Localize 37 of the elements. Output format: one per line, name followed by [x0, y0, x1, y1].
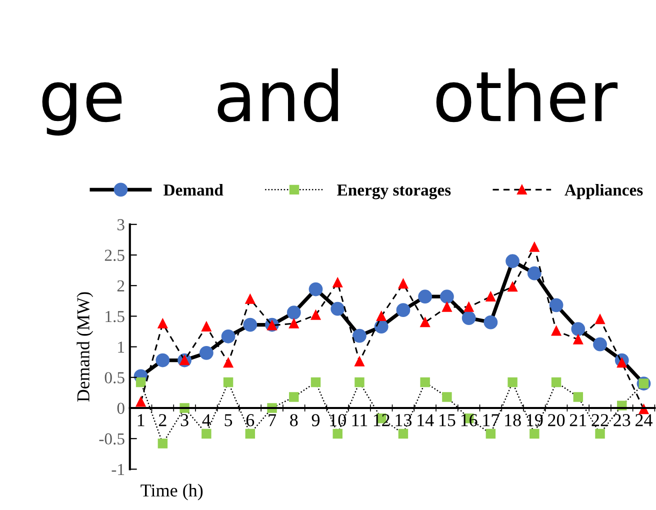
legend-label: Demand: [164, 184, 224, 196]
x-tick-label: 2: [158, 414, 166, 426]
y-tick-label: 1: [118, 342, 124, 353]
legend-label: Energy storages: [337, 184, 451, 200]
x-tick-label: 14: [418, 414, 434, 426]
x-tick-label: 4: [202, 414, 211, 426]
chart-title: ge and other: [42, 68, 618, 136]
y-tick-label: 2.5: [104, 250, 124, 262]
x-tick-label: 7: [268, 414, 276, 426]
x-tick-label: 24: [636, 414, 652, 426]
y-tick-label: 0.5: [104, 372, 124, 384]
x-tick-label: 17: [483, 414, 500, 426]
y-tick-label: 2: [117, 280, 124, 292]
x-tick-label: 6: [246, 414, 254, 426]
x-tick-label: 13: [396, 414, 412, 426]
y-tick-label: -1: [112, 464, 124, 475]
x-tick-label: 5: [224, 414, 232, 426]
y-tick-label: 3: [117, 219, 124, 230]
x-axis-title: Time (h): [140, 484, 203, 500]
x-tick-label: 11: [352, 414, 368, 426]
x-tick-label: 19: [526, 414, 543, 426]
y-tick-label: -0.5: [99, 433, 124, 445]
y-tick-label: 1.5: [106, 310, 124, 322]
legend-label: Appliances: [564, 184, 643, 200]
x-tick-label: 8: [290, 414, 298, 426]
x-tick-label: 22: [592, 414, 608, 426]
x-tick-label: 1: [138, 414, 144, 426]
x-tick-label: 10: [330, 414, 346, 426]
x-tick-label: 15: [440, 414, 456, 426]
x-tick-label: 21: [570, 414, 586, 426]
y-axis-title: Demand (MW): [76, 292, 94, 402]
y-tick-label: 0: [117, 402, 124, 414]
x-tick-label: 18: [505, 414, 521, 426]
x-tick-label: 20: [548, 414, 565, 426]
x-tick-label: 3: [180, 414, 188, 426]
x-tick-label: 9: [312, 414, 320, 426]
x-tick-label: 23: [614, 414, 630, 426]
